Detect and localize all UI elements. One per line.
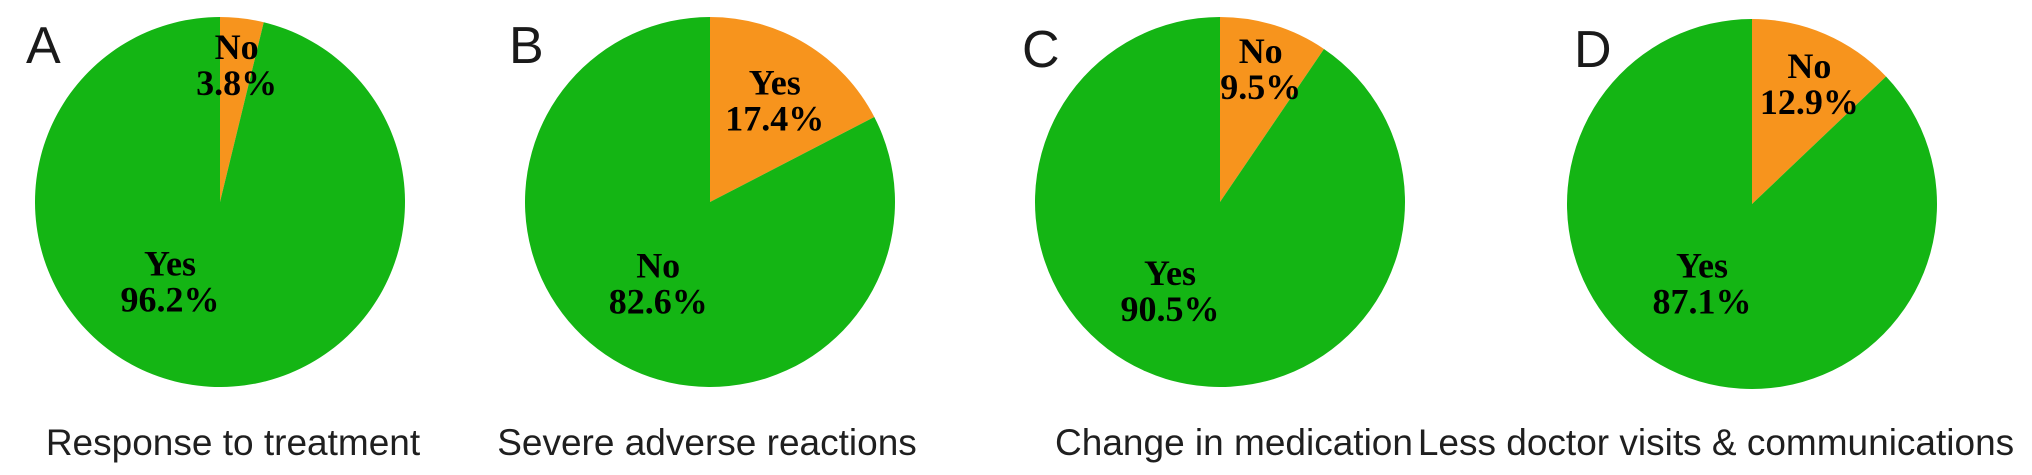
slice-label-no: No 9.5% bbox=[1220, 31, 1301, 107]
slice-label-yes: Yes 87.1% bbox=[1653, 246, 1752, 322]
pie-slice-yes bbox=[1567, 19, 1937, 389]
chart-caption-d: Less doctor visits & communications bbox=[1417, 422, 2015, 463]
panel-letter-b: B bbox=[509, 17, 544, 75]
chart-caption-c: Change in medication bbox=[1055, 422, 1413, 463]
pie-slice-no bbox=[220, 17, 264, 202]
pie-chart-a: No 3.8% Yes 96.2% bbox=[35, 17, 405, 387]
slice-label-yes: Yes 96.2% bbox=[121, 244, 220, 320]
chart-caption-b: Severe adverse reactions bbox=[497, 422, 917, 463]
panel-letter-a: A bbox=[26, 17, 61, 75]
pie-slice-yes bbox=[710, 17, 875, 202]
pie-slice-no bbox=[525, 17, 895, 387]
slice-label-no: No 12.9% bbox=[1760, 46, 1859, 122]
pie-slice-yes bbox=[1035, 17, 1405, 387]
slice-label-no: No 82.6% bbox=[609, 245, 708, 321]
panel-letter-d: D bbox=[1574, 21, 1612, 79]
panel-letter-c: C bbox=[1022, 21, 1060, 79]
slice-label-yes: Yes 17.4% bbox=[725, 62, 824, 138]
slice-label-no: No 3.8% bbox=[196, 27, 277, 103]
pie-chart-c: No 9.5% Yes 90.5% bbox=[1035, 17, 1405, 387]
slice-label-yes: Yes 90.5% bbox=[1121, 253, 1220, 329]
pie-chart-b: Yes 17.4% No 82.6% bbox=[525, 17, 895, 387]
pie-slice-yes bbox=[35, 17, 405, 387]
pie-slice-no bbox=[1752, 19, 1887, 204]
pie-slice-no bbox=[1220, 17, 1324, 202]
pie-chart-d: No 12.9% Yes 87.1% bbox=[1567, 19, 1937, 389]
chart-caption-a: Response to treatment bbox=[45, 422, 421, 463]
